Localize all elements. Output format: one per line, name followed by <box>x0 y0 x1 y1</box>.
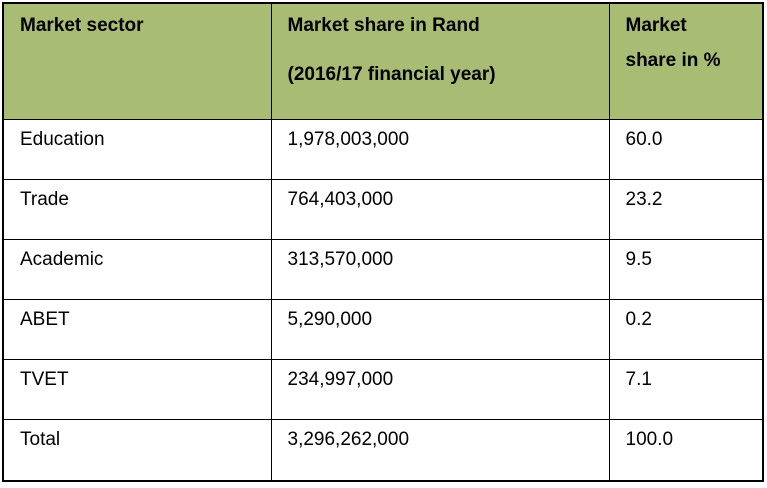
header-cell-market-share-percent: Market share in % <box>608 2 764 120</box>
cell-rand: 5,290,000 <box>270 298 610 360</box>
cell-rand: 1,978,003,000 <box>270 118 610 180</box>
header-label-percent-line1: Market <box>625 15 687 36</box>
cell-rand: 764,403,000 <box>270 178 610 240</box>
table-header: Market sector Market share in Rand (2016… <box>2 2 764 120</box>
cell-sector: Education <box>2 118 272 180</box>
table-row-academic: Academic 313,570,000 9.5 <box>2 238 764 300</box>
cell-percent: 23.2 <box>608 178 764 240</box>
header-label-percent-line2: share in % <box>625 49 721 71</box>
header-label-rand-line1: Market share in Rand <box>287 15 480 36</box>
cell-rand: 234,997,000 <box>270 358 610 420</box>
header-row: Market sector Market share in Rand (2016… <box>2 2 764 120</box>
header-cell-market-sector: Market sector <box>2 2 272 120</box>
table-row-abet: ABET 5,290,000 0.2 <box>2 298 764 360</box>
table-row-trade: Trade 764,403,000 23.2 <box>2 178 764 240</box>
table-row-education: Education 1,978,003,000 60.0 <box>2 118 764 180</box>
cell-percent: 7.1 <box>608 358 764 420</box>
table-row-tvet: TVET 234,997,000 7.1 <box>2 358 764 420</box>
cell-sector: Trade <box>2 178 272 240</box>
header-label-rand-line2: (2016/17 financial year) <box>287 63 496 85</box>
cell-sector: TVET <box>2 358 272 420</box>
cell-percent: 60.0 <box>608 118 764 180</box>
cell-sector: ABET <box>2 298 272 360</box>
cell-sector: Academic <box>2 238 272 300</box>
cell-percent: 100.0 <box>608 418 764 482</box>
cell-sector: Total <box>2 418 272 482</box>
header-cell-market-share-rand: Market share in Rand (2016/17 financial … <box>270 2 610 120</box>
cell-rand: 313,570,000 <box>270 238 610 300</box>
cell-percent: 9.5 <box>608 238 764 300</box>
cell-rand: 3,296,262,000 <box>270 418 610 482</box>
header-label-sector: Market sector <box>20 15 144 36</box>
table-body: Education 1,978,003,000 60.0 Trade 764,4… <box>2 118 764 482</box>
cell-percent: 0.2 <box>608 298 764 360</box>
market-share-table: Market sector Market share in Rand (2016… <box>2 2 764 482</box>
table-row-total: Total 3,296,262,000 100.0 <box>2 418 764 482</box>
